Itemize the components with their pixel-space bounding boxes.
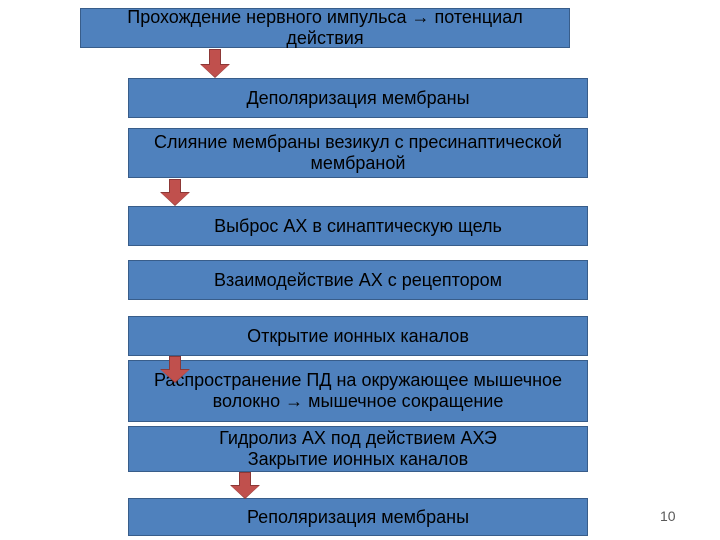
flow-arrow-1: [161, 179, 189, 205]
flow-box-0: Прохождение нервного импульса → потенциа…: [80, 8, 570, 48]
flow-box-6: Распространение ПД на окружающее мышечно…: [128, 360, 588, 422]
flow-box-8: Реполяризация мембраны: [128, 498, 588, 536]
flow-arrow-2: [161, 356, 189, 382]
flow-box-4: Взаимодействие АХ с рецептором: [128, 260, 588, 300]
flow-box-5: Открытие ионных каналов: [128, 316, 588, 356]
flow-box-1: Деполяризация мембраны: [128, 78, 588, 118]
flow-box-3: Выброс АХ в синаптическую щель: [128, 206, 588, 246]
flow-box-7: Гидролиз АХ под действием АХЭ Закрытие и…: [128, 426, 588, 472]
flow-arrow-0: [201, 49, 229, 77]
flow-arrow-3: [231, 472, 259, 498]
page-number: 10: [660, 508, 676, 524]
flow-box-2: Слияние мембраны везикул с пресинаптичес…: [128, 128, 588, 178]
